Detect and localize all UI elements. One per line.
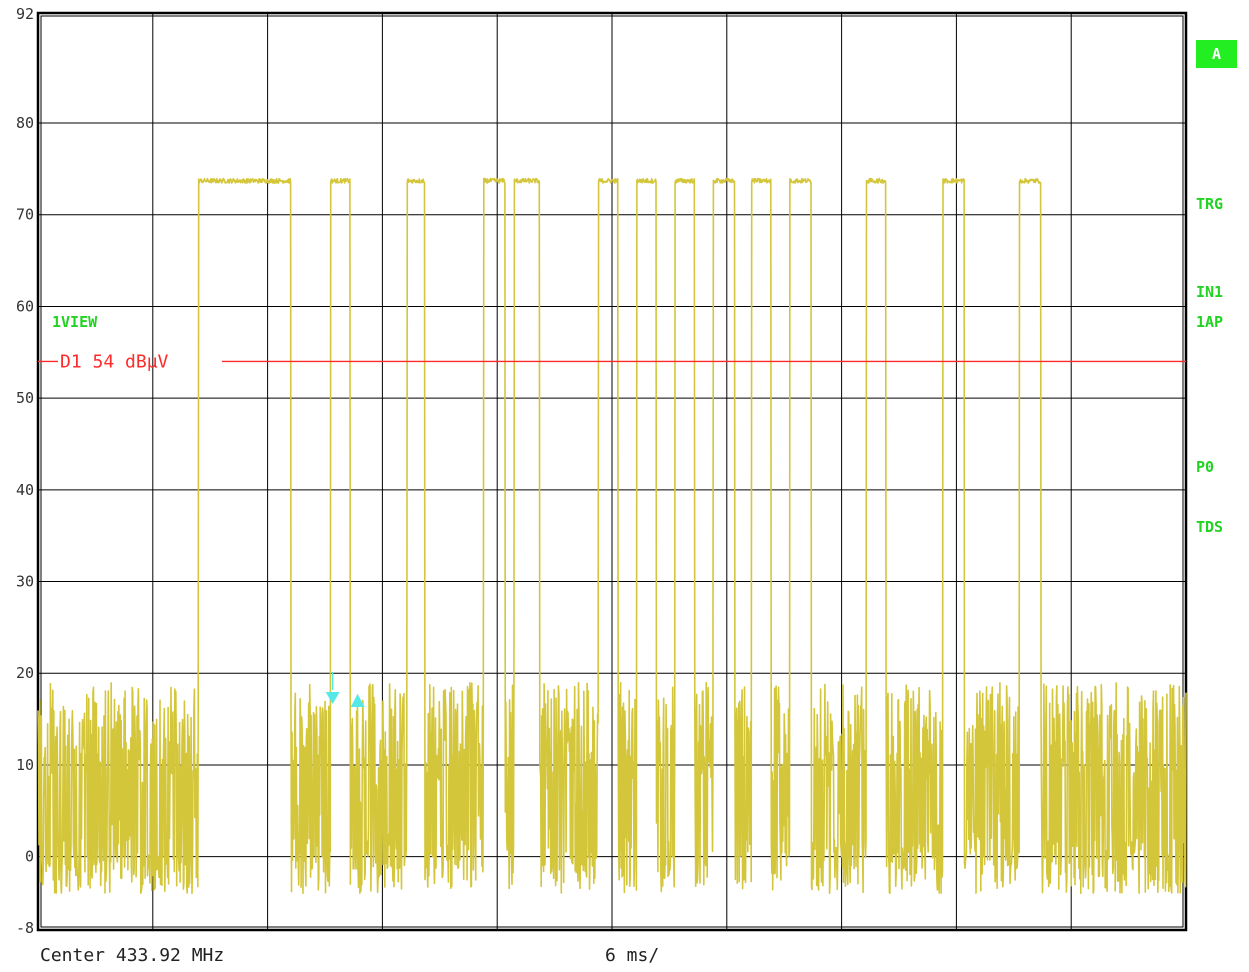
- trigger-marker-down-icon: [325, 692, 340, 704]
- trace-layer: [37, 177, 1187, 895]
- trigger-marker-layer: [325, 672, 365, 707]
- y-tick-label: 92: [16, 5, 34, 23]
- y-tick-label: 20: [16, 664, 34, 682]
- y-tick-label: 60: [16, 297, 34, 315]
- y-tick-label: 10: [16, 756, 34, 774]
- sweep-time: 6 ms/: [605, 945, 660, 966]
- trigger-label: TRG: [1196, 195, 1224, 213]
- trigger-marker-up-icon: [350, 694, 365, 707]
- y-tick-label: 50: [16, 389, 34, 407]
- display-line-layer: D1 54 dBµV: [38, 351, 1186, 372]
- y-tick-label: 30: [16, 573, 34, 591]
- view-label: 1VIEW: [52, 313, 98, 331]
- trace-a-badge: A: [1196, 40, 1237, 68]
- y-tick-label: 80: [16, 114, 34, 132]
- y-tick-label: 0: [25, 848, 34, 866]
- signal-trace: [37, 177, 1187, 895]
- display-line-label: D1 54 dBµV: [60, 351, 169, 372]
- y-tick-label: 40: [16, 481, 34, 499]
- detector-label: 1AP: [1196, 313, 1224, 331]
- tds-label: TDS: [1196, 518, 1224, 536]
- y-tick-label: 70: [16, 206, 34, 224]
- input-label: IN1: [1196, 283, 1224, 301]
- center-frequency: Center 433.92 MHz: [40, 945, 225, 966]
- y-tick-labels: 92 80 70 60 50 40 30 20 10 0 -8: [16, 5, 34, 937]
- preamp-label: P0: [1196, 458, 1215, 476]
- y-tick-label: -8: [16, 919, 34, 937]
